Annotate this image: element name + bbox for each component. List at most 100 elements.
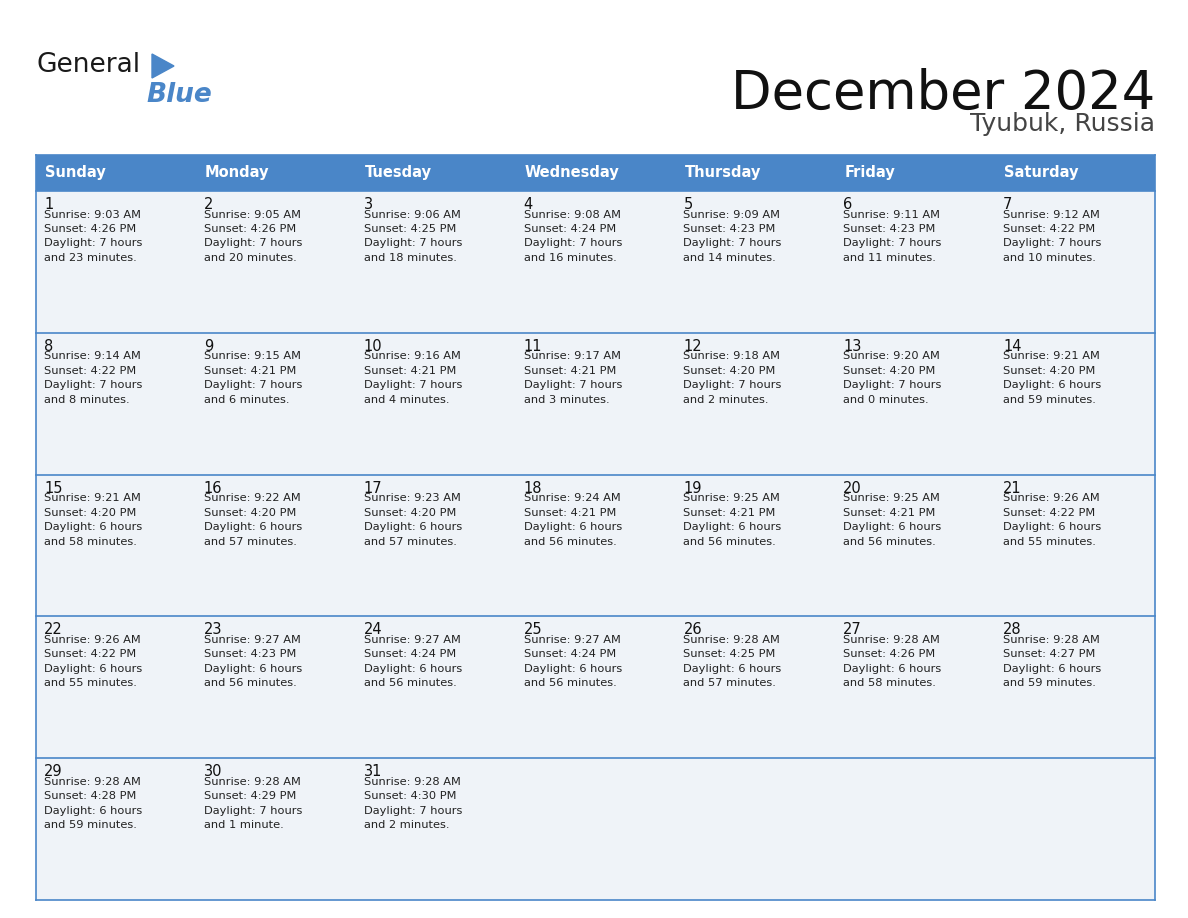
Text: Wednesday: Wednesday xyxy=(525,165,619,181)
Text: 14: 14 xyxy=(1003,339,1022,353)
Text: and 14 minutes.: and 14 minutes. xyxy=(683,253,776,263)
Text: 24: 24 xyxy=(364,622,383,637)
Bar xyxy=(516,475,676,616)
Text: 4: 4 xyxy=(524,197,533,212)
Bar xyxy=(36,333,196,475)
Text: and 57 minutes.: and 57 minutes. xyxy=(204,537,297,546)
Text: Daylight: 7 hours: Daylight: 7 hours xyxy=(364,380,462,390)
Text: and 23 minutes.: and 23 minutes. xyxy=(44,253,137,263)
Text: Sunset: 4:24 PM: Sunset: 4:24 PM xyxy=(524,224,615,234)
Text: Sunset: 4:21 PM: Sunset: 4:21 PM xyxy=(524,508,615,518)
Text: and 55 minutes.: and 55 minutes. xyxy=(44,678,137,688)
Text: and 56 minutes.: and 56 minutes. xyxy=(204,678,297,688)
Text: and 59 minutes.: and 59 minutes. xyxy=(1003,678,1097,688)
Bar xyxy=(676,191,835,333)
Bar xyxy=(355,616,516,758)
Bar xyxy=(516,333,676,475)
Bar xyxy=(355,191,516,333)
Text: Sunrise: 9:09 AM: Sunrise: 9:09 AM xyxy=(683,209,781,219)
Text: Daylight: 7 hours: Daylight: 7 hours xyxy=(364,239,462,249)
Bar xyxy=(196,191,355,333)
Text: 27: 27 xyxy=(843,622,862,637)
Text: Blue: Blue xyxy=(146,82,211,108)
Text: Daylight: 7 hours: Daylight: 7 hours xyxy=(1003,239,1101,249)
Text: Sunrise: 9:28 AM: Sunrise: 9:28 AM xyxy=(364,777,461,787)
Text: Saturday: Saturday xyxy=(1004,165,1079,181)
Text: Sunset: 4:25 PM: Sunset: 4:25 PM xyxy=(364,224,456,234)
Bar xyxy=(196,155,355,191)
Text: General: General xyxy=(36,52,140,78)
Text: Daylight: 7 hours: Daylight: 7 hours xyxy=(44,239,143,249)
Text: Sunrise: 9:28 AM: Sunrise: 9:28 AM xyxy=(1003,635,1100,645)
Text: and 56 minutes.: and 56 minutes. xyxy=(524,537,617,546)
Text: Sunset: 4:28 PM: Sunset: 4:28 PM xyxy=(44,791,137,801)
Text: Sunset: 4:20 PM: Sunset: 4:20 PM xyxy=(204,508,296,518)
Text: and 56 minutes.: and 56 minutes. xyxy=(683,537,776,546)
Text: 22: 22 xyxy=(44,622,63,637)
Bar xyxy=(355,758,516,900)
Text: and 11 minutes.: and 11 minutes. xyxy=(843,253,936,263)
Text: Sunrise: 9:21 AM: Sunrise: 9:21 AM xyxy=(44,493,141,503)
Bar xyxy=(516,616,676,758)
Text: Sunset: 4:24 PM: Sunset: 4:24 PM xyxy=(524,649,615,659)
Text: and 59 minutes.: and 59 minutes. xyxy=(44,820,137,830)
Text: Daylight: 6 hours: Daylight: 6 hours xyxy=(364,664,462,674)
Text: December 2024: December 2024 xyxy=(731,68,1155,120)
Text: and 8 minutes.: and 8 minutes. xyxy=(44,395,129,405)
Text: and 59 minutes.: and 59 minutes. xyxy=(1003,395,1097,405)
Text: Daylight: 7 hours: Daylight: 7 hours xyxy=(524,239,623,249)
Text: Sunset: 4:24 PM: Sunset: 4:24 PM xyxy=(364,649,456,659)
Text: Sunrise: 9:28 AM: Sunrise: 9:28 AM xyxy=(44,777,141,787)
Text: 13: 13 xyxy=(843,339,861,353)
Bar xyxy=(996,616,1155,758)
Text: Daylight: 7 hours: Daylight: 7 hours xyxy=(204,239,302,249)
Text: and 56 minutes.: and 56 minutes. xyxy=(843,537,936,546)
Text: Sunrise: 9:17 AM: Sunrise: 9:17 AM xyxy=(524,352,620,362)
Text: Monday: Monday xyxy=(204,165,270,181)
Text: Daylight: 6 hours: Daylight: 6 hours xyxy=(1003,522,1101,532)
Text: 3: 3 xyxy=(364,197,373,212)
Text: Daylight: 6 hours: Daylight: 6 hours xyxy=(843,664,942,674)
Text: Sunset: 4:20 PM: Sunset: 4:20 PM xyxy=(683,365,776,375)
Text: Sunrise: 9:23 AM: Sunrise: 9:23 AM xyxy=(364,493,461,503)
Bar xyxy=(676,333,835,475)
Text: Daylight: 6 hours: Daylight: 6 hours xyxy=(364,522,462,532)
Text: Sunset: 4:21 PM: Sunset: 4:21 PM xyxy=(204,365,296,375)
Text: and 18 minutes.: and 18 minutes. xyxy=(364,253,456,263)
Text: Daylight: 7 hours: Daylight: 7 hours xyxy=(843,239,942,249)
Text: and 2 minutes.: and 2 minutes. xyxy=(364,820,449,830)
Text: Sunset: 4:23 PM: Sunset: 4:23 PM xyxy=(843,224,936,234)
Text: and 56 minutes.: and 56 minutes. xyxy=(524,678,617,688)
Text: Sunrise: 9:11 AM: Sunrise: 9:11 AM xyxy=(843,209,940,219)
Text: Sunset: 4:21 PM: Sunset: 4:21 PM xyxy=(843,508,936,518)
Bar xyxy=(36,155,196,191)
Text: Sunrise: 9:18 AM: Sunrise: 9:18 AM xyxy=(683,352,781,362)
Bar xyxy=(196,758,355,900)
Text: 26: 26 xyxy=(683,622,702,637)
Text: Sunrise: 9:21 AM: Sunrise: 9:21 AM xyxy=(1003,352,1100,362)
Text: Sunset: 4:20 PM: Sunset: 4:20 PM xyxy=(364,508,456,518)
Text: Sunrise: 9:25 AM: Sunrise: 9:25 AM xyxy=(683,493,781,503)
Text: and 20 minutes.: and 20 minutes. xyxy=(204,253,297,263)
Text: and 1 minute.: and 1 minute. xyxy=(204,820,284,830)
Text: 18: 18 xyxy=(524,481,542,496)
Text: Sunrise: 9:27 AM: Sunrise: 9:27 AM xyxy=(204,635,301,645)
Text: Daylight: 7 hours: Daylight: 7 hours xyxy=(204,806,302,816)
Text: Sunrise: 9:06 AM: Sunrise: 9:06 AM xyxy=(364,209,461,219)
Text: 8: 8 xyxy=(44,339,53,353)
Text: and 10 minutes.: and 10 minutes. xyxy=(1003,253,1097,263)
Text: Sunset: 4:21 PM: Sunset: 4:21 PM xyxy=(683,508,776,518)
Bar xyxy=(196,333,355,475)
Text: Sunrise: 9:28 AM: Sunrise: 9:28 AM xyxy=(843,635,940,645)
Text: Daylight: 6 hours: Daylight: 6 hours xyxy=(44,664,143,674)
Text: Sunrise: 9:22 AM: Sunrise: 9:22 AM xyxy=(204,493,301,503)
Text: Sunset: 4:22 PM: Sunset: 4:22 PM xyxy=(1003,224,1095,234)
Text: Sunset: 4:23 PM: Sunset: 4:23 PM xyxy=(683,224,776,234)
Text: 17: 17 xyxy=(364,481,383,496)
Text: 20: 20 xyxy=(843,481,862,496)
Text: 11: 11 xyxy=(524,339,542,353)
Text: and 57 minutes.: and 57 minutes. xyxy=(683,678,776,688)
Text: 16: 16 xyxy=(204,481,222,496)
Text: Daylight: 6 hours: Daylight: 6 hours xyxy=(1003,380,1101,390)
Text: Thursday: Thursday xyxy=(684,165,760,181)
